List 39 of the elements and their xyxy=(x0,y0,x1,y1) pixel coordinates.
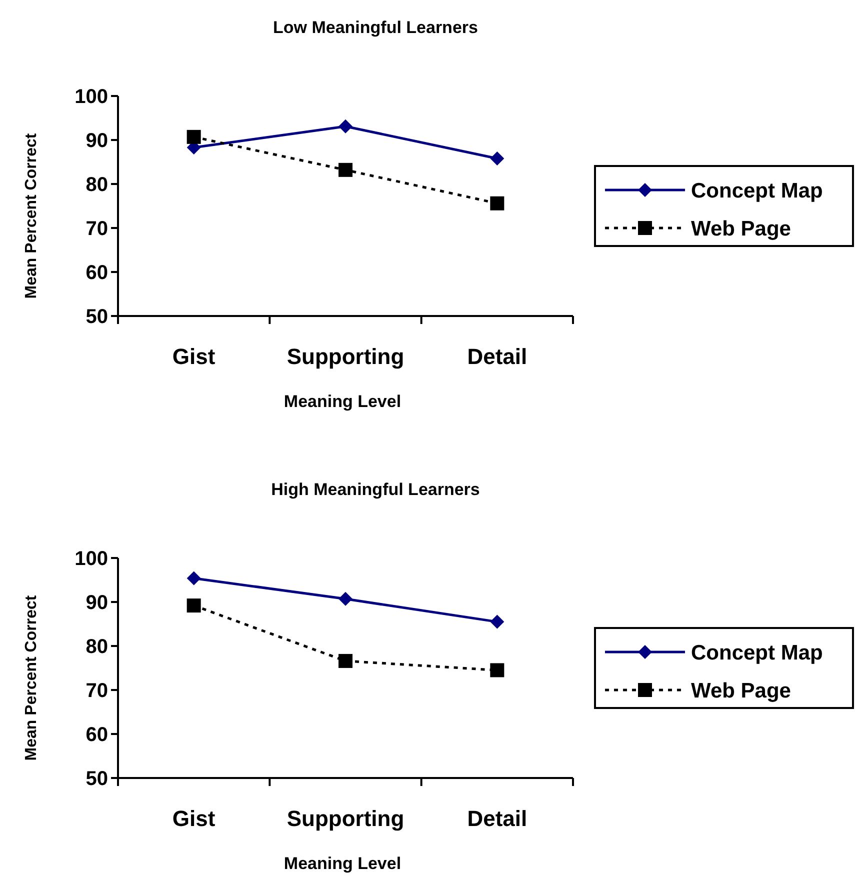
point xyxy=(186,130,201,144)
point xyxy=(338,654,352,668)
y-axis-title: Mean Percent Correct xyxy=(23,594,40,761)
y-tick-label: 90 xyxy=(86,130,108,152)
legend-label: Web Page xyxy=(691,217,791,240)
x-tick-label: Gist xyxy=(172,806,216,831)
y-tick-label: 70 xyxy=(86,218,108,240)
legend-label: Web Page xyxy=(691,679,791,702)
point xyxy=(490,663,504,678)
x-axis-title: Meaning Level xyxy=(284,392,402,411)
y-tick-label: 100 xyxy=(74,548,108,570)
point xyxy=(186,598,201,613)
point xyxy=(186,571,201,586)
x-tick-label: Gist xyxy=(172,344,216,369)
y-tick-label: 70 xyxy=(86,680,108,702)
x-axis-title: Meaning Level xyxy=(284,854,402,873)
y-tick-label: 60 xyxy=(86,262,108,284)
y-tick-label: 50 xyxy=(86,768,108,790)
y-tick-label: 100 xyxy=(74,86,108,108)
x-tick-label: Detail xyxy=(467,806,528,831)
x-tick-label: Supporting xyxy=(286,344,404,369)
point xyxy=(338,162,352,177)
y-tick-label: 80 xyxy=(86,174,108,196)
chart-title: High Meaningful Learners xyxy=(271,480,480,499)
y-axis-title: Mean Percent Correct xyxy=(23,132,40,299)
x-tick-label: Detail xyxy=(467,344,528,369)
y-tick-label: 50 xyxy=(86,306,108,328)
x-tick-label: Supporting xyxy=(286,806,404,831)
point xyxy=(490,614,504,629)
point xyxy=(338,119,352,134)
point xyxy=(490,151,504,166)
y-tick-label: 80 xyxy=(86,636,108,658)
point xyxy=(338,592,352,606)
y-tick-label: 60 xyxy=(86,724,108,746)
legend-label: Concept Map xyxy=(691,641,823,664)
y-tick-label: 90 xyxy=(86,592,108,614)
point xyxy=(490,196,504,210)
chart-title: Low Meaningful Learners xyxy=(273,18,478,37)
legend-label: Concept Map xyxy=(691,179,823,202)
